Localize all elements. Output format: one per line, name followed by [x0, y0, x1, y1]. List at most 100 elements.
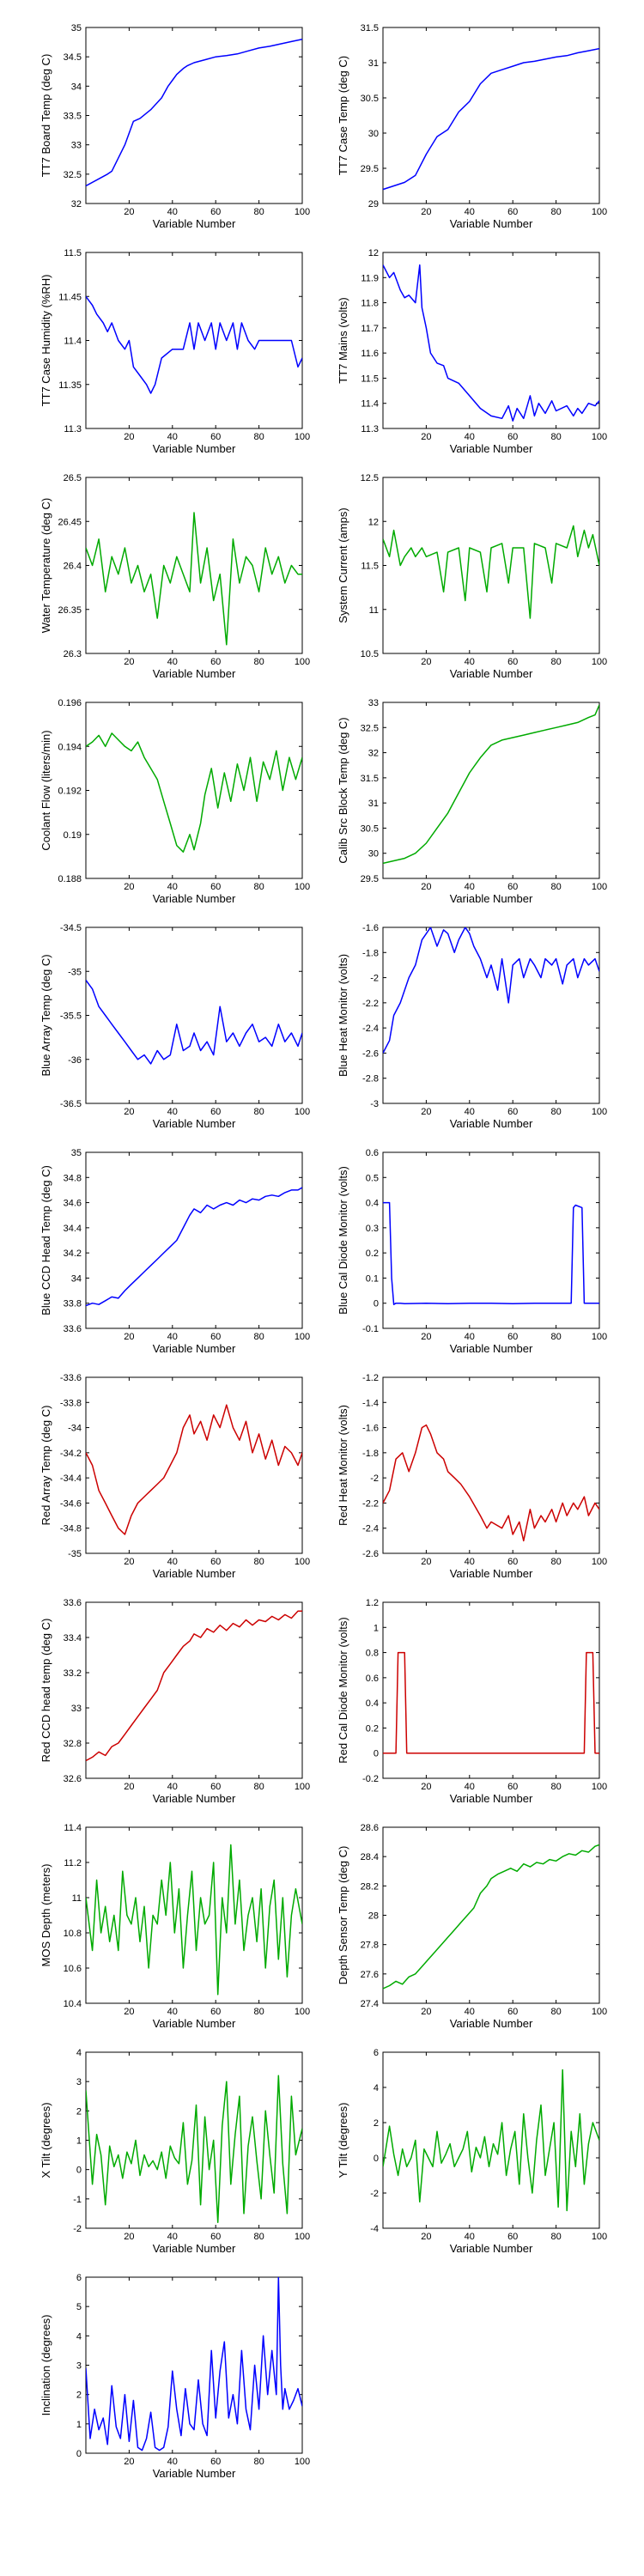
series-line: [86, 2075, 302, 2223]
y-axis-label: Red CCD head temp (deg C): [39, 1619, 52, 1763]
y-tick-label: 34.5: [64, 52, 82, 63]
y-tick-label: 0.4: [366, 1698, 379, 1709]
y-tick-label: 6: [76, 2273, 82, 2283]
y-axis-label: Coolant Flow (liters/min): [39, 730, 52, 850]
y-tick-label: 0.188: [58, 874, 82, 884]
x-axis-label: Variable Number: [450, 1567, 533, 1580]
y-tick-label: -34.4: [60, 1473, 82, 1484]
axes-frame: [85, 1601, 303, 1779]
x-tick-label: 40: [167, 2457, 178, 2467]
x-tick-label: 80: [253, 1332, 264, 1342]
y-tick-label: -4: [370, 2224, 379, 2234]
x-axis-label: Variable Number: [450, 1117, 533, 1130]
x-axis-label: Variable Number: [153, 2467, 236, 2480]
series-line: [86, 980, 302, 1065]
y-tick-label: -2: [370, 2189, 379, 2199]
y-tick-label: 33.6: [64, 1598, 82, 1608]
y-tick-label: -34.6: [60, 1498, 82, 1509]
y-axis-label: TT7 Case Humidity (%RH): [39, 275, 52, 407]
x-tick-label: 60: [210, 432, 221, 442]
y-axis-label: Blue CCD Head Temp (deg C): [39, 1165, 52, 1315]
y-tick-label: 0.3: [366, 1224, 379, 1234]
y-tick-label: 29: [368, 199, 379, 210]
series-line: [86, 512, 302, 646]
y-tick-label: 29.5: [361, 874, 379, 884]
x-tick-label: 80: [550, 207, 561, 217]
axes-frame: [382, 27, 600, 204]
x-tick-label: 40: [167, 432, 178, 442]
x-tick-label: 20: [421, 1332, 431, 1342]
y-axis-label: Red Heat Monitor (volts): [337, 1405, 349, 1526]
series-line: [86, 1610, 302, 1762]
y-tick-label: -1.6: [362, 1424, 379, 1434]
y-tick-label: 30.5: [361, 823, 379, 834]
y-tick-label: 11.5: [64, 248, 82, 258]
chart-panel: 20 40 60 80 100 -2 -1 0 1 2 3 4 Variable Number X Til…: [39, 2048, 310, 2255]
y-axis-label: Depth Sensor Temp (deg C): [337, 1846, 349, 1985]
y-tick-label: 33: [368, 698, 379, 708]
x-tick-label: 60: [210, 1107, 221, 1117]
y-tick-label: 4: [374, 2083, 379, 2093]
x-tick-label: 40: [167, 1557, 178, 1567]
y-tick-label: 31.5: [361, 23, 379, 33]
x-tick-label: 40: [167, 1782, 178, 1792]
x-tick-label: 40: [465, 1107, 475, 1117]
series-line: [86, 732, 302, 853]
y-tick-label: 4: [76, 2331, 82, 2342]
x-axis-label: Variable Number: [153, 1792, 236, 1805]
x-tick-label: 80: [253, 2457, 264, 2467]
series-line: [383, 264, 599, 422]
chart-panel: 20 40 60 80 100 29 29.5 30 30.5 31 31.5 Variable Nu…: [337, 23, 607, 230]
y-tick-label: 11.35: [58, 380, 82, 391]
x-tick-label: 60: [210, 207, 221, 217]
x-tick-label: 20: [124, 1332, 134, 1342]
x-tick-label: 100: [295, 2232, 310, 2242]
y-tick-label: -2: [370, 974, 379, 984]
y-tick-label: 28.2: [361, 1881, 379, 1892]
chart-panel: 20 40 60 80 100 -0.2 0 0.2 0.4 0.6 0.8 1 1.2 Variable…: [337, 1598, 607, 1805]
y-tick-label: -36: [68, 1055, 82, 1066]
x-tick-label: 60: [507, 1782, 518, 1792]
x-tick-label: 80: [550, 2232, 561, 2242]
series-line: [383, 704, 599, 865]
y-axis-label: TT7 Board Temp (deg C): [39, 54, 52, 178]
x-tick-label: 40: [465, 657, 475, 667]
x-tick-label: 20: [124, 657, 134, 667]
y-tick-label: 12.5: [361, 473, 379, 483]
y-tick-label: 11.45: [58, 292, 82, 302]
x-tick-label: 60: [210, 1332, 221, 1342]
y-tick-label: 33: [71, 1704, 82, 1714]
y-tick-label: 32: [368, 749, 379, 759]
x-tick-label: 20: [421, 1782, 431, 1792]
series-line: [86, 295, 302, 394]
y-tick-label: 32: [71, 199, 82, 210]
series-line: [86, 38, 302, 187]
axes-frame: [85, 927, 303, 1104]
x-tick-label: 40: [167, 882, 178, 892]
x-axis-label: Variable Number: [153, 667, 236, 680]
axes-frame: [382, 1151, 600, 1329]
y-tick-label: 35: [71, 23, 82, 33]
x-tick-label: 40: [465, 1782, 475, 1792]
x-tick-label: 100: [295, 2457, 310, 2467]
series-line: [86, 1844, 302, 1996]
chart-panel: 20 40 60 80 100 0.188 0.19 0.192 0.194 0.196 Varia…: [39, 698, 310, 905]
y-tick-label: 0.196: [58, 698, 82, 708]
x-tick-label: 100: [295, 1557, 310, 1567]
y-tick-label: 32.5: [361, 723, 379, 733]
x-tick-label: 60: [507, 882, 518, 892]
y-tick-label: -0.1: [362, 1324, 379, 1334]
x-tick-label: 60: [210, 1782, 221, 1792]
axes-frame: [382, 477, 600, 654]
y-axis-label: TT7 Mains (volts): [337, 297, 349, 383]
x-tick-label: 20: [421, 2232, 431, 2242]
x-tick-label: 20: [421, 1557, 431, 1567]
y-tick-label: 10.4: [64, 1999, 82, 2009]
y-axis-label: Blue Cal Diode Monitor (volts): [337, 1166, 349, 1315]
y-axis-label: System Current (amps): [337, 507, 349, 623]
y-tick-label: -33.6: [60, 1373, 82, 1383]
series-line: [383, 1424, 599, 1542]
y-tick-label: 11: [72, 1893, 82, 1904]
series-line: [383, 525, 599, 619]
axes-frame: [382, 1376, 600, 1554]
